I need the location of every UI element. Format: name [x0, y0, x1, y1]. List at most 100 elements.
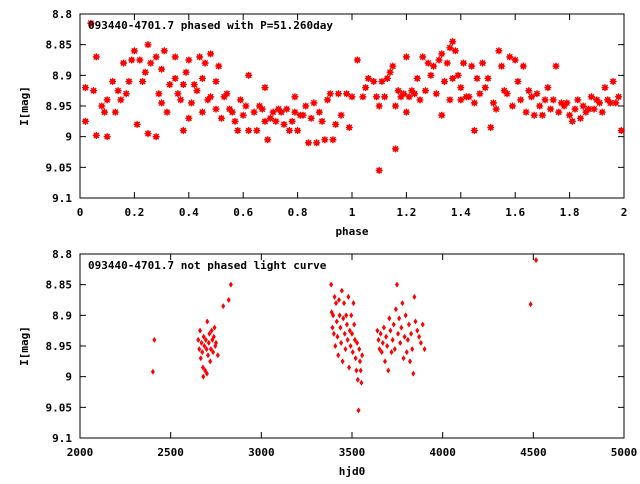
phased-data-point: [239, 111, 247, 119]
phased-data-point: [185, 56, 193, 64]
unphased-data-point: [341, 315, 346, 322]
unphased-data-point: [345, 336, 350, 343]
phased-data-point: [179, 81, 187, 89]
phased-data-point: [555, 108, 563, 116]
phased-y-tick-label: 9.05: [46, 161, 73, 174]
phased-data-point: [470, 127, 478, 135]
unphased-data-point: [199, 339, 204, 346]
unphased-data-point: [211, 333, 216, 340]
phased-data-point: [538, 111, 546, 119]
phased-data-point: [405, 93, 413, 101]
unphased-data-point: [401, 355, 406, 362]
phased-data-point: [147, 59, 155, 67]
phased-data-point: [307, 114, 315, 122]
unphased-chart-title: 093440-4701.7 not phased light curve: [88, 259, 327, 272]
phased-data-point: [402, 108, 410, 116]
unphased-y-tick-label: 8.8: [52, 248, 72, 261]
unphased-data-point: [337, 312, 342, 319]
phased-data-point: [171, 53, 179, 61]
unphased-data-point: [331, 312, 336, 319]
phased-data-point: [517, 96, 525, 104]
unphased-data-point: [334, 318, 339, 325]
unphased-data-point: [348, 343, 353, 349]
unphased-data-point: [418, 339, 423, 346]
unphased-data-point: [396, 330, 401, 337]
phased-panel: 0 0.2 0.4 0.6 0.8 1 1.2 1.4 1.6 1.8 2 8.8 8.85 8.9 8.9…: [18, 8, 627, 238]
phased-data-point: [258, 105, 266, 113]
phased-data-point: [160, 47, 168, 55]
unphased-data-point: [353, 355, 358, 362]
phased-data-point: [438, 111, 446, 119]
phased-data-point: [144, 130, 152, 138]
phased-data-point: [92, 131, 100, 139]
phased-data-point: [92, 53, 100, 61]
phased-data-point: [163, 108, 171, 116]
phased-data-point: [484, 74, 492, 82]
phased-data-point: [468, 62, 476, 70]
phased-data-point: [416, 96, 424, 104]
phased-data-point: [421, 87, 429, 95]
unphased-data-point: [206, 352, 211, 359]
unphased-data-point: [409, 330, 414, 337]
phased-data-point: [375, 102, 383, 110]
phased-data-point: [212, 105, 220, 113]
unphased-data-point: [383, 358, 388, 365]
unphased-data-point: [215, 352, 220, 359]
phased-data-point: [353, 56, 361, 64]
phased-data-point: [503, 90, 511, 98]
unphased-points: [150, 257, 539, 414]
phased-data-point: [120, 59, 128, 67]
phased-data-point: [103, 96, 111, 104]
phased-y-tick-label: 8.8: [52, 8, 72, 21]
phased-data-point: [288, 117, 296, 125]
unphased-data-point: [385, 343, 390, 349]
unphased-data-point: [379, 349, 384, 356]
phased-data-point: [304, 139, 312, 147]
unphased-data-point: [347, 327, 352, 334]
phased-x-axis-label: phase: [335, 225, 368, 238]
phased-data-point: [576, 114, 584, 122]
phased-data-point: [389, 62, 397, 70]
phased-data-point: [318, 117, 326, 125]
unphased-data-point: [343, 346, 348, 353]
unphased-data-point: [377, 346, 382, 353]
unphased-data-point: [208, 358, 213, 365]
unphased-data-point: [375, 327, 380, 334]
phased-data-point: [449, 38, 457, 46]
unphased-data-point: [350, 349, 355, 356]
unphased-data-point: [347, 364, 352, 371]
phased-data-point: [392, 145, 400, 153]
phased-data-point: [245, 71, 253, 79]
phased-x-tick-label: 0.2: [124, 206, 144, 219]
phased-data-point: [313, 139, 321, 147]
unphased-data-point: [415, 327, 420, 334]
phased-data-point: [451, 47, 459, 55]
unphased-data-point: [339, 287, 344, 294]
unphased-data-point: [335, 333, 340, 340]
unphased-y-tick-label: 8.9: [52, 309, 72, 322]
unphased-y-tick-label: 8.95: [46, 340, 73, 353]
phased-data-point: [212, 77, 220, 85]
unphased-data-point: [386, 367, 391, 374]
unphased-data-point: [334, 300, 339, 307]
phased-data-point: [495, 47, 503, 55]
phased-data-point: [315, 108, 323, 116]
phased-data-point: [130, 47, 138, 55]
phased-data-point: [310, 99, 318, 107]
phased-x-tick-label: 0.8: [288, 206, 308, 219]
unphased-data-point: [152, 336, 157, 343]
unphased-data-point: [336, 297, 341, 303]
phased-data-point: [217, 114, 225, 122]
unphased-data-point: [412, 293, 417, 300]
phased-data-point: [443, 59, 451, 67]
phased-data-point: [411, 90, 419, 98]
phased-data-point: [324, 96, 332, 104]
phased-x-tick-label: 1.6: [505, 206, 525, 219]
unphased-data-point: [397, 315, 402, 322]
unphased-data-point: [205, 318, 210, 325]
phased-data-point: [394, 87, 402, 95]
unphased-x-axis-label: hjd0: [339, 465, 366, 478]
unphased-data-point: [420, 321, 425, 328]
